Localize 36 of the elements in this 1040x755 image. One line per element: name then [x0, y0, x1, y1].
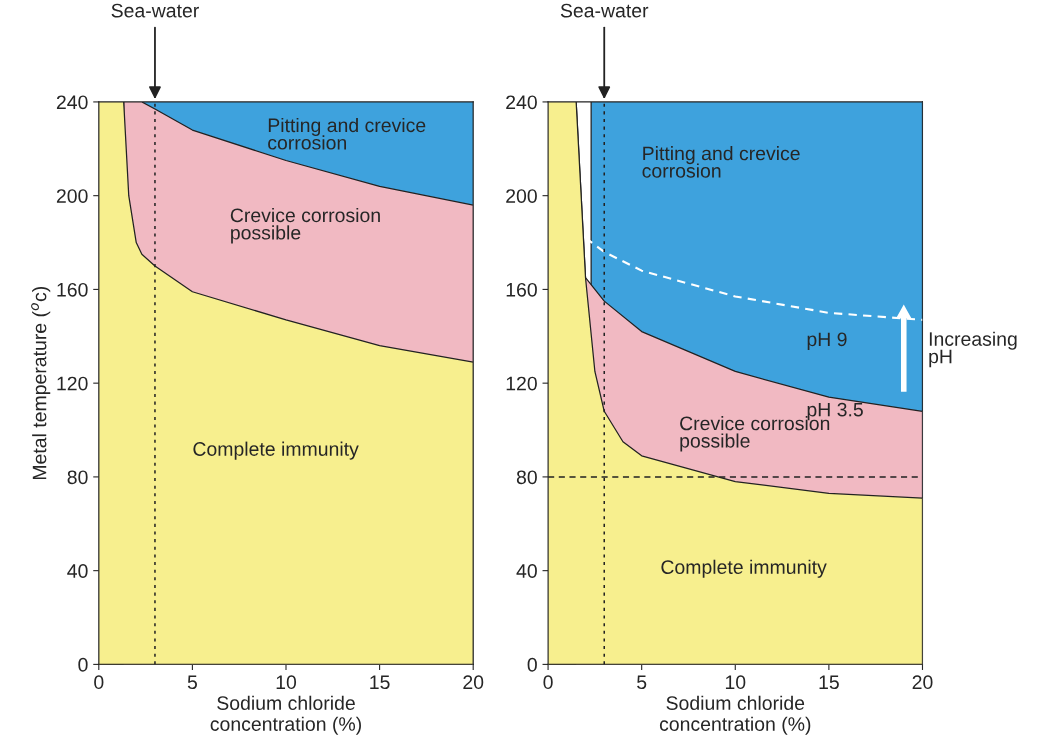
- y-tick-label: 80: [516, 470, 537, 485]
- y-tick-label: 40: [516, 564, 537, 578]
- y-tick-label: 80: [67, 470, 88, 485]
- y-tick-label: 120: [57, 376, 88, 391]
- y-tick-label: 200: [506, 189, 537, 203]
- x-axis-title: Sodium chloride concentration (%): [659, 695, 811, 735]
- x-tick-label: 10: [276, 675, 297, 690]
- y-axis-title: Metal temperature ($^{o}$c): [31, 286, 51, 480]
- y-tick-label: 160: [57, 282, 88, 297]
- x-tick-label: 15: [819, 675, 839, 690]
- x-tick-label: 0: [543, 675, 553, 690]
- x-tick-label: 5: [187, 675, 197, 690]
- y-tick-label: 240: [56, 95, 88, 110]
- ref-line-label: Sea-water: [560, 3, 649, 18]
- y-tick-label: 240: [506, 95, 537, 110]
- annotation: Crevice corrosion possible: [230, 207, 380, 244]
- annotation: Complete immunity: [193, 441, 359, 460]
- annotation: Pitting and crevice corrosion: [642, 146, 800, 178]
- annotation: Complete immunity: [661, 559, 827, 578]
- x-tick-label: 20: [463, 675, 484, 690]
- annotation: pH 9: [807, 332, 847, 351]
- x-tick-label: 20: [912, 675, 933, 690]
- y-tick-label: 0: [78, 657, 88, 672]
- y-tick-label: 120: [506, 376, 537, 391]
- x-axis-title: Sodium chloride concentration (%): [210, 695, 361, 735]
- x-tick-label: 5: [637, 675, 647, 690]
- y-tick-label: 0: [527, 657, 537, 672]
- x-tick-label: 15: [370, 675, 390, 690]
- annotation: Pitting and crevice corrosion: [268, 117, 426, 150]
- x-tick-label: 0: [94, 675, 104, 690]
- y-tick-label: 200: [56, 189, 88, 203]
- y-tick-label: 160: [506, 282, 537, 297]
- x-tick-label: 10: [725, 675, 746, 690]
- y-tick-label: 40: [67, 564, 88, 578]
- text: Increasing pH: [929, 331, 1017, 368]
- ref-line-label: Sea-water: [111, 3, 199, 18]
